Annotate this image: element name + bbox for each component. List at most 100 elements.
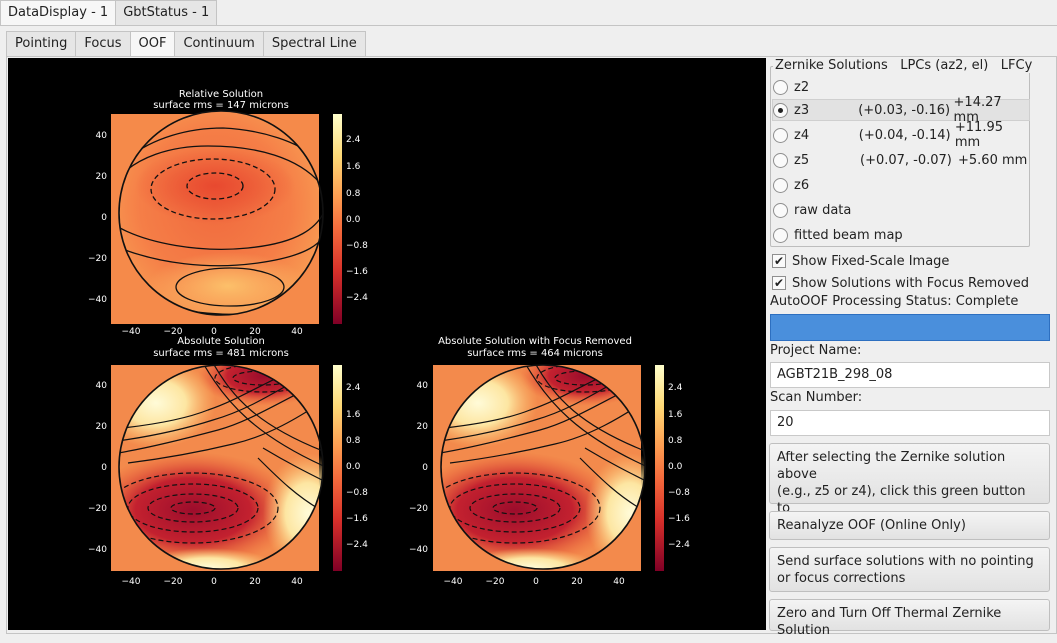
zernike-option-label: raw data — [794, 202, 852, 218]
absolute-plot-subtitle: surface rms = 481 microns — [153, 348, 289, 359]
x-tick-label: −20 — [164, 577, 183, 587]
processing-progress-bar — [770, 314, 1050, 341]
zernike-option-label: z4 — [794, 127, 810, 143]
zernike-option-z2[interactable]: z2 — [773, 76, 1031, 98]
fixed-scale-checkbox[interactable]: ✔ — [772, 254, 786, 268]
tab-pointing[interactable]: Pointing — [6, 31, 77, 56]
zero-thermal-zernike-button[interactable]: Zero and Turn Off Thermal Zernike Soluti… — [769, 599, 1050, 638]
relative-colorbar — [333, 114, 342, 324]
absolute-solution-plot: Absolute Solution surface rms = 481 micr… — [88, 336, 368, 587]
zernike-option-z6[interactable]: z6 — [773, 174, 1031, 196]
y-tick-label: −40 — [88, 545, 107, 555]
colorbar-tick: 0.0 — [668, 462, 683, 472]
x-tick-label: 0 — [533, 577, 539, 587]
colorbar-tick: −0.8 — [346, 488, 368, 498]
colorbar-tick: 0.0 — [346, 462, 361, 472]
focus-removed-option[interactable]: ✔ Show Solutions with Focus Removed — [772, 273, 1029, 293]
colorbar-tick: −1.6 — [346, 514, 368, 524]
reanalyze-oof-button[interactable]: Reanalyze OOF (Online Only) — [769, 511, 1050, 540]
colorbar-tick: 0.8 — [346, 436, 361, 446]
x-tick-label: 0 — [211, 327, 217, 337]
x-tick-label: 40 — [613, 577, 625, 587]
focus-removed-y-ticks: 40 20 0 −20 −40 — [409, 381, 428, 555]
colorbar-tick: −2.4 — [346, 293, 368, 303]
tab-datadisplay[interactable]: DataDisplay - 1 — [0, 0, 117, 26]
zernike-lfc-value: +14.27 mm — [953, 95, 1002, 125]
x-tick-label: 20 — [249, 577, 261, 587]
tab-continuum[interactable]: Continuum — [174, 31, 264, 56]
colorbar-tick: −2.4 — [668, 540, 690, 550]
absolute-focus-removed-plot: Absolute Solution with Focus Removed sur… — [409, 336, 690, 587]
scan-number-input[interactable]: 20 — [770, 410, 1050, 436]
zernike-option-label: z5 — [794, 152, 810, 168]
tab-gbtstatus[interactable]: GbtStatus - 1 — [115, 0, 218, 25]
scan-number-label: Scan Number: — [770, 390, 863, 405]
radio-button[interactable] — [773, 202, 788, 218]
radio-button[interactable] — [773, 102, 788, 118]
y-tick-label: −20 — [88, 504, 107, 514]
zernike-lpc-value: (+0.04, -0.14) — [858, 127, 951, 143]
absolute-colorbar — [333, 365, 342, 571]
y-tick-label: 0 — [101, 213, 107, 223]
zernike-lfc-value: +5.60 mm — [958, 152, 1028, 168]
y-tick-label: 40 — [96, 381, 108, 391]
radio-button[interactable] — [773, 127, 788, 143]
x-tick-label: −40 — [122, 577, 141, 587]
x-tick-label: 20 — [249, 327, 261, 337]
project-name-input[interactable]: AGBT21B_298_08 — [770, 362, 1050, 388]
y-tick-label: 0 — [101, 463, 107, 473]
y-tick-label: −20 — [409, 504, 428, 514]
x-tick-label: −40 — [444, 577, 463, 587]
tab-oof[interactable]: OOF — [129, 31, 176, 57]
zernike-lfc-value: +11.95 mm — [954, 120, 1003, 150]
x-tick-label: −20 — [486, 577, 505, 587]
absolute-colorbar-ticks: 2.4 1.6 0.8 0.0 −0.8 −1.6 −2.4 — [346, 383, 368, 550]
y-tick-label: 20 — [417, 422, 429, 432]
y-tick-label: −40 — [409, 545, 428, 555]
tab-focus[interactable]: Focus — [75, 31, 131, 56]
focus-removed-checkbox[interactable]: ✔ — [772, 276, 786, 290]
y-tick-label: 0 — [422, 463, 428, 473]
zernike-option-z5[interactable]: z5 (+0.07, -0.07) +5.60 mm — [773, 149, 1031, 171]
colorbar-tick: 0.8 — [346, 189, 361, 199]
colorbar-tick: −0.8 — [668, 488, 690, 498]
focus-removed-colorbar-ticks: 2.4 1.6 0.8 0.0 −0.8 −1.6 −2.4 — [668, 383, 690, 550]
colorbar-tick: 2.4 — [346, 135, 361, 145]
radio-button[interactable] — [773, 152, 788, 168]
relative-solution-plot: Relative Solution surface rms = 147 micr… — [88, 89, 368, 337]
send-no-pointing-button[interactable]: Send surface solutions with no pointing … — [769, 547, 1050, 592]
zernike-option-z3[interactable]: z3 (+0.03, -0.16) +14.27 mm — [772, 95, 1030, 125]
colorbar-tick: −1.6 — [346, 267, 368, 277]
focus-removed-label: Show Solutions with Focus Removed — [792, 275, 1030, 291]
colorbar-tick: 0.0 — [346, 215, 361, 225]
x-tick-label: 0 — [211, 577, 217, 587]
zernike-group-header: Zernike Solutions LPCs (az2, el) LFCy — [773, 58, 1035, 73]
y-tick-label: 40 — [96, 131, 108, 141]
colorbar-tick: 2.4 — [346, 383, 361, 393]
zernike-option-raw-data[interactable]: raw data — [773, 199, 1031, 221]
focus-removed-plot-title: Absolute Solution with Focus Removed — [438, 336, 632, 347]
relative-plot-title: Relative Solution — [179, 89, 263, 100]
relative-x-ticks: −40 −20 0 20 40 — [122, 327, 303, 337]
zernike-lpc-value: (+0.03, -0.16) — [858, 102, 951, 118]
zernike-option-label: z3 — [794, 102, 810, 118]
fixed-scale-option[interactable]: ✔ Show Fixed-Scale Image — [772, 251, 949, 271]
y-tick-label: 20 — [96, 172, 108, 182]
processing-status-label: AutoOOF Processing Status: Complete — [770, 294, 1019, 309]
absolute-x-ticks: −40 −20 0 20 40 — [122, 577, 303, 587]
zernike-lpc-value: (+0.07, -0.07) — [860, 152, 952, 168]
tab-spectral-line[interactable]: Spectral Line — [262, 31, 366, 56]
colorbar-tick: 1.6 — [668, 410, 683, 420]
absolute-plot-title: Absolute Solution — [177, 336, 265, 347]
zernike-option-fitted-beam-map[interactable]: fitted beam map — [773, 224, 1031, 246]
colorbar-tick: 1.6 — [346, 410, 361, 420]
radio-button[interactable] — [773, 177, 788, 193]
relative-colorbar-ticks: 2.4 1.6 0.8 0.0 −0.8 −1.6 −2.4 — [346, 135, 368, 303]
lpc-column-header: LPCs (az2, el) — [900, 58, 989, 73]
radio-button[interactable] — [773, 227, 788, 243]
radio-button[interactable] — [773, 79, 788, 95]
oof-plot-canvas: Relative Solution surface rms = 147 micr… — [8, 58, 766, 630]
y-tick-label: 40 — [417, 381, 429, 391]
zernike-option-z4[interactable]: z4 (+0.04, -0.14) +11.95 mm — [773, 120, 1031, 150]
send-solutions-button[interactable]: After selecting the Zernike solution abo… — [769, 443, 1050, 533]
